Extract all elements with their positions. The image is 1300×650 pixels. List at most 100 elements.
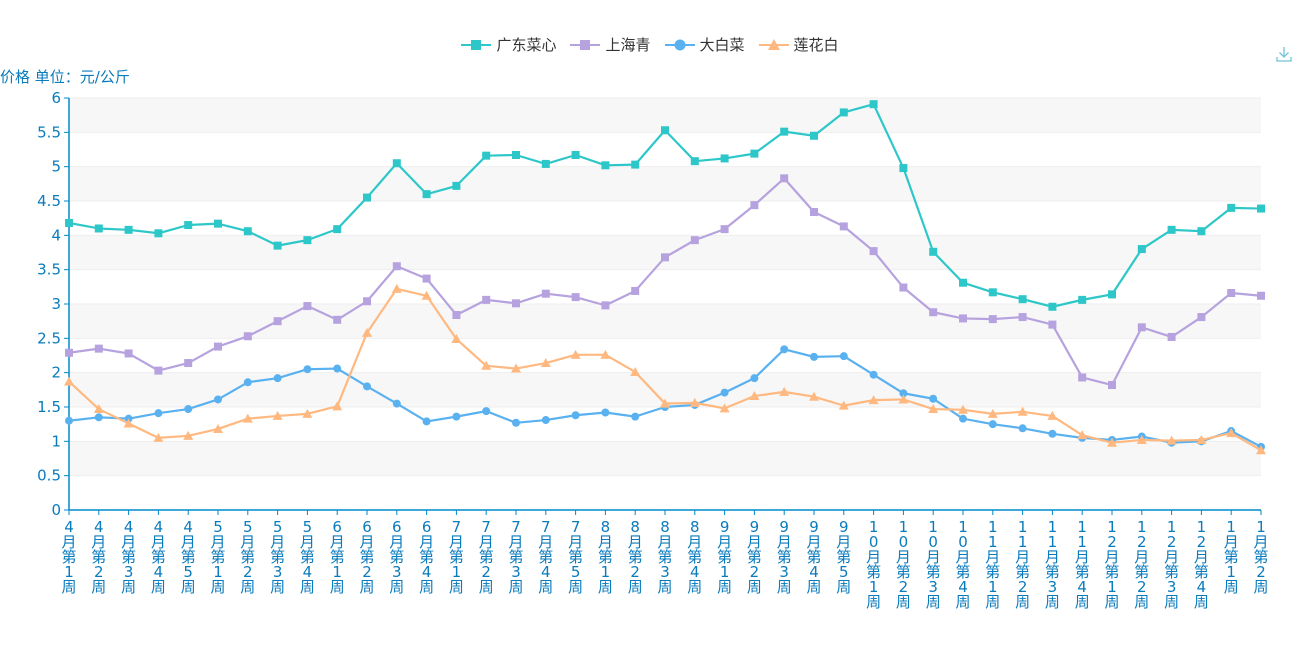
data-point[interactable] [333,225,342,234]
data-point[interactable] [958,404,968,414]
data-point[interactable] [810,352,818,361]
data-point[interactable] [869,370,878,379]
data-point[interactable] [869,247,878,256]
data-point[interactable] [1226,428,1237,438]
data-point[interactable] [630,366,641,376]
data-point[interactable] [451,334,462,344]
data-point[interactable] [273,317,282,326]
data-point[interactable] [898,394,909,404]
data-point[interactable] [750,374,759,383]
data-point[interactable] [154,409,163,418]
data-point[interactable] [1257,291,1265,300]
data-point[interactable] [660,398,670,408]
data-point[interactable] [571,411,580,420]
data-point[interactable] [1048,429,1057,438]
data-point[interactable] [1197,227,1206,236]
data-point[interactable] [750,201,759,210]
data-point[interactable] [511,363,521,373]
data-point[interactable] [153,432,164,442]
data-point[interactable] [1167,332,1176,341]
data-point[interactable] [184,405,193,414]
data-point[interactable] [988,315,997,324]
data-point[interactable] [1167,225,1176,234]
legend-item-3[interactable]: 莲花白 [758,34,839,55]
data-point[interactable] [1017,406,1028,416]
data-point[interactable] [273,374,282,383]
data-point[interactable] [362,327,372,337]
data-point[interactable] [93,404,104,414]
data-point[interactable] [303,236,312,245]
data-point[interactable] [332,401,343,411]
data-point[interactable] [929,247,938,256]
data-point[interactable] [421,290,432,300]
data-point[interactable] [689,397,700,407]
data-point[interactable] [541,289,550,298]
data-point[interactable] [184,221,193,230]
data-point[interactable] [780,127,789,136]
data-point[interactable] [631,412,640,421]
data-point[interactable] [481,360,492,370]
data-point[interactable] [601,161,610,170]
data-point[interactable] [1108,381,1116,390]
data-point[interactable] [242,413,253,423]
data-point[interactable] [333,315,342,324]
data-point[interactable] [302,408,313,418]
data-point[interactable] [392,399,401,408]
data-point[interactable] [720,225,729,234]
data-point[interactable] [540,358,551,368]
data-point[interactable] [94,224,103,233]
data-point[interactable] [214,395,222,404]
data-point[interactable] [123,418,134,428]
data-point[interactable] [1197,313,1206,322]
data-point[interactable] [661,126,669,135]
data-point[interactable] [512,299,520,308]
data-point[interactable] [601,408,610,417]
data-point[interactable] [1227,203,1236,212]
legend-item-1[interactable]: 上海青 [570,34,651,55]
data-point[interactable] [1078,373,1087,382]
data-point[interactable] [243,227,252,236]
data-point[interactable] [1257,204,1265,213]
data-point[interactable] [482,151,491,160]
data-point[interactable] [600,349,611,359]
data-point[interactable] [422,274,431,283]
data-point[interactable] [899,283,908,292]
data-point[interactable] [750,149,759,158]
data-point[interactable] [987,408,998,418]
data-point[interactable] [690,157,699,166]
data-point[interactable] [392,159,401,168]
data-point[interactable] [1018,424,1027,433]
data-point[interactable] [571,150,580,159]
data-point[interactable] [719,403,730,413]
data-point[interactable] [65,348,73,357]
data-point[interactable] [124,414,133,423]
data-point[interactable] [959,314,967,323]
data-point[interactable] [810,131,818,140]
data-point[interactable] [422,417,431,426]
data-point[interactable] [391,283,402,293]
data-point[interactable] [94,344,103,353]
data-point[interactable] [928,404,939,414]
data-point[interactable] [422,190,431,199]
data-point[interactable] [1137,323,1146,332]
data-point[interactable] [303,302,312,311]
data-point[interactable] [631,160,640,169]
data-point[interactable] [839,352,848,361]
data-point[interactable] [94,413,103,422]
data-point[interactable] [1137,245,1146,254]
data-point[interactable] [959,414,967,423]
data-point[interactable] [272,410,283,420]
data-point[interactable] [184,359,193,368]
data-point[interactable] [392,262,401,271]
data-point[interactable] [690,400,699,409]
data-point[interactable] [1227,427,1236,436]
data-point[interactable] [661,403,669,411]
data-point[interactable] [1108,290,1116,299]
data-point[interactable] [929,394,938,403]
data-point[interactable] [1048,320,1057,329]
data-point[interactable] [154,229,163,238]
data-point[interactable] [1136,434,1147,444]
data-point[interactable] [1018,313,1027,322]
data-point[interactable] [512,150,520,159]
data-point[interactable] [1077,430,1088,440]
